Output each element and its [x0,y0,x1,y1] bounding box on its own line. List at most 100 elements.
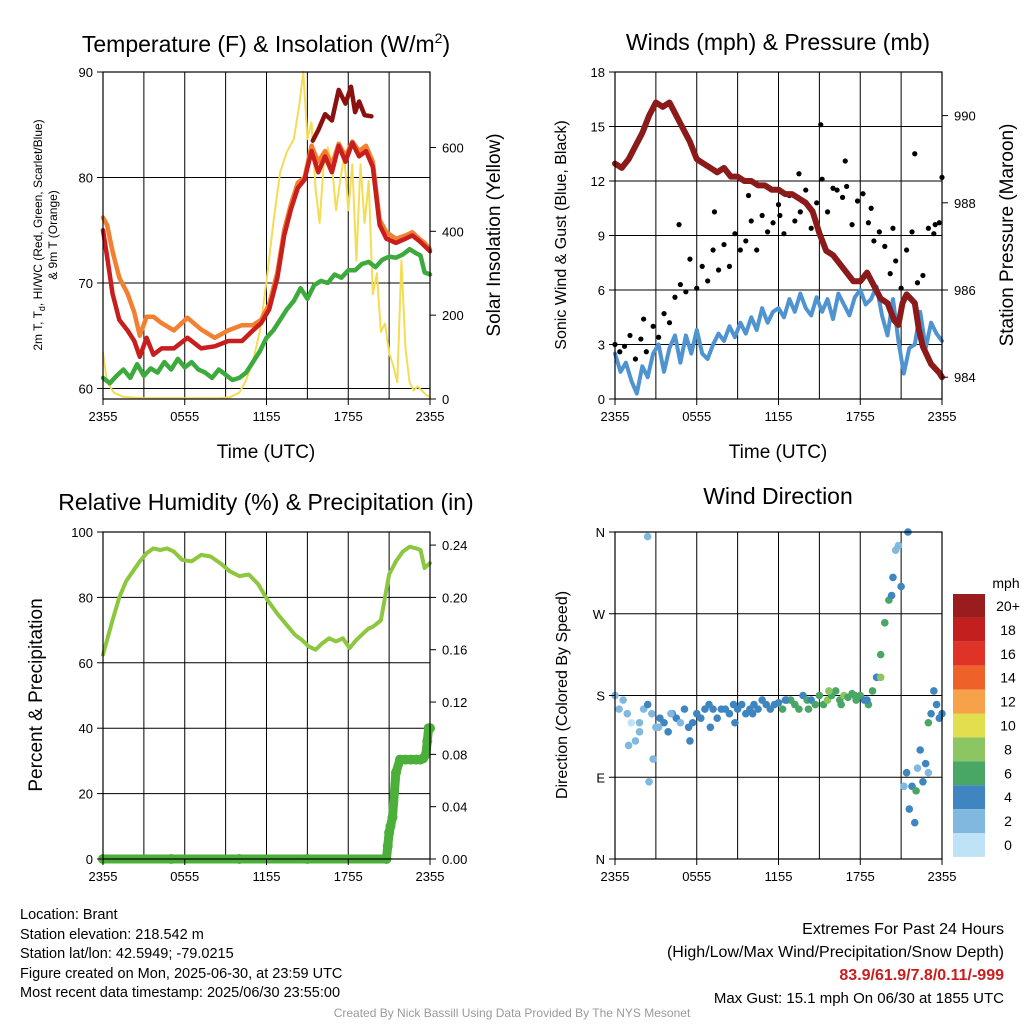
direction-point [649,755,657,763]
direction-point [894,541,903,550]
gust-point [650,323,656,329]
insolation-line [102,71,431,400]
gust-point [677,281,684,288]
direction-point [713,714,721,723]
direction-point [631,737,640,745]
gust-point [868,205,874,211]
gust-point [777,212,783,219]
gust-point [687,256,693,262]
y-tick-label: E [596,770,605,785]
legend-swatch [953,833,985,857]
direction-point [748,709,757,718]
gust-point [683,289,689,295]
gust-point [745,192,752,199]
legend-title: mph [992,575,1019,591]
direction-point [664,728,672,736]
direction-point [623,709,632,718]
y2-tick-label: 0.12 [442,695,467,710]
y-tick-label: 15 [591,120,605,135]
gust-point [936,220,942,226]
x-tick-label: 2355 [416,869,445,884]
x-tick-label: 1155 [765,409,793,424]
y-tick-label: 6 [598,283,605,298]
legend-swatch [953,594,985,618]
y-tick-label: 20 [79,787,93,802]
gust-point [627,332,633,339]
gust-point [818,122,824,128]
direction-point [706,723,715,732]
legend-swatch [953,665,985,690]
gust-point [890,225,896,231]
direction-point [887,591,896,600]
x-tick-label: 2355 [416,409,445,424]
legend-label: 18 [1000,622,1016,638]
x-tick-label: 0555 [170,869,199,884]
gust-point [909,229,915,235]
legend-label: 8 [1004,741,1012,757]
gust-point [765,229,771,235]
gust-point [865,220,872,226]
gust-point [656,334,662,340]
legend-swatch [953,617,985,642]
legend-swatch [953,641,985,666]
legend-label: 16 [1000,646,1016,662]
temperature-ylabel-right: Solar Insolation (Yellow) [484,133,505,336]
gust-point [643,349,649,355]
legend-swatch [953,809,985,833]
x-tick-label: 0555 [682,409,711,424]
extremes-values: 83.9/61.9/7.8/0.11/-999 [839,967,1004,984]
gust-point [743,238,749,244]
direction-point [825,687,833,695]
y-tick-label: 100 [71,525,93,540]
precipitation-point [382,840,393,851]
legend-swatch [953,689,985,714]
direction-point [930,687,938,695]
gust-point [641,316,647,322]
direction-point [643,700,652,709]
gust-point [632,356,639,362]
gust-point [781,231,787,237]
figure-canvas: Temperature (F) & Insolation (W/m2) 2355… [26,29,1020,884]
direction-point [916,746,924,754]
wind-direction-title: Wind Direction [703,483,853,509]
direction-point [686,737,694,745]
gust-point [803,187,809,193]
direction-point [924,768,933,777]
direction-point [624,741,633,750]
gust-point [699,263,705,269]
gust-point [732,231,738,237]
winds-panel: Winds (mph) & Pressure (mb) 2355 0555 1155… [553,29,1018,463]
extremes-box: Extremes For Past 24 Hours (High/Low/Max… [667,918,1004,1010]
gust-point [912,151,918,157]
direction-point [774,698,783,707]
direction-point [868,687,877,695]
direction-point [905,805,914,813]
direction-point [778,705,787,713]
gust-point [876,229,882,235]
gust-point [814,200,820,206]
gust-point [775,202,782,208]
legend-swatch [953,737,985,762]
gust-point [721,241,727,248]
direction-point [876,673,885,682]
x-tick-label: 1155 [253,409,281,424]
direction-point [645,777,653,786]
gust-point [759,212,765,219]
temperature-line [100,246,433,386]
humidity-panel: Relative Humidity (%) & Precipitation (i… [26,489,474,884]
y-tick-label: N [596,525,605,540]
y2-tick-label: 990 [954,109,976,124]
station-latlon: Station lat/lon: 42.5949; -79.0215 [20,946,234,962]
gust-point [737,247,743,253]
direction-point [754,705,762,713]
recent-timestamp: Most recent data timestamp: 2025/06/30 2… [20,985,341,1001]
gust-point [849,222,855,228]
y-tick-label: 40 [79,721,93,736]
direction-point [709,705,717,713]
gust-point [830,185,836,191]
gust-point [796,171,802,177]
speed-legend: mph 20+ 18 16 14 12 10 8 6 4 2 0 [953,575,1020,857]
station-info: Location: Brant Station elevation: 218.5… [20,906,342,1004]
direction-point [927,709,935,718]
gust-point [882,243,888,249]
